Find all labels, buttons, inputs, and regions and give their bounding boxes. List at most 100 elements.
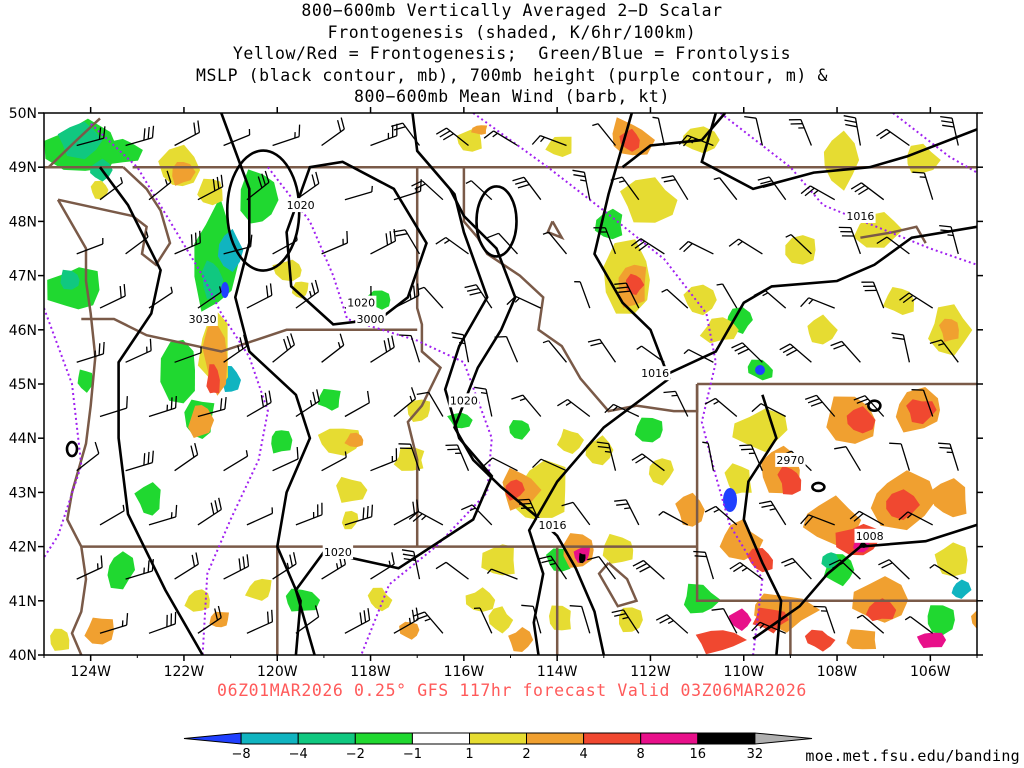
credit-link[interactable]: moe.met.fsu.edu/banding bbox=[805, 747, 1020, 765]
lat-label: 45N bbox=[9, 377, 37, 393]
barb-staff bbox=[76, 452, 100, 472]
barb-flag bbox=[149, 338, 152, 351]
wind-barb bbox=[711, 608, 738, 634]
barb-flag bbox=[737, 240, 743, 246]
barb-flag bbox=[264, 392, 268, 405]
barb-staff bbox=[174, 352, 202, 363]
barb-flag bbox=[359, 612, 363, 625]
wind-barb bbox=[148, 395, 177, 418]
wind-barb bbox=[804, 394, 836, 417]
barb-flag bbox=[758, 500, 772, 505]
height-label: 3030 bbox=[189, 313, 217, 326]
vancouver-island bbox=[47, 117, 101, 169]
barb-flag bbox=[906, 513, 913, 519]
wind-barb bbox=[511, 394, 542, 417]
barb-staff bbox=[760, 403, 786, 418]
barb-staff bbox=[641, 453, 665, 472]
wind-barb bbox=[716, 283, 738, 309]
barb-flag bbox=[691, 138, 697, 144]
shade-cell bbox=[620, 177, 678, 223]
title-line-2: Frontogenesis (shaded, K/6hr/100km) bbox=[327, 22, 697, 42]
wind-barb bbox=[843, 115, 862, 146]
shade-cell bbox=[683, 583, 721, 614]
mslp-small-low-2 bbox=[811, 481, 826, 493]
barb-staff bbox=[246, 401, 272, 418]
map-axes: 50N 49N 48N 47N 46N 45N 44N 43N 42N 41N 40N 124W 122… bbox=[9, 106, 983, 680]
barb-flag bbox=[616, 503, 629, 506]
barb-staff bbox=[76, 137, 104, 147]
wind-barb bbox=[393, 387, 417, 418]
shade-cell bbox=[695, 630, 747, 655]
barb-staff bbox=[688, 240, 714, 255]
barb-flag bbox=[412, 501, 416, 514]
wind-barb bbox=[658, 510, 689, 526]
barb-flag bbox=[346, 230, 349, 244]
mslp-label: 1020 bbox=[450, 394, 478, 407]
mslp-1020-inner bbox=[475, 185, 518, 258]
shade-cell bbox=[508, 627, 534, 652]
title-block: 800−600mb Vertically Averaged 2−D Scalar… bbox=[0, 0, 1024, 108]
barb-flag bbox=[190, 234, 193, 247]
barb-staff bbox=[792, 557, 812, 580]
barb-flag bbox=[854, 184, 866, 193]
barb-flag bbox=[444, 239, 450, 244]
shade-cell bbox=[60, 269, 80, 290]
lon-label: 112W bbox=[630, 664, 671, 680]
barb-staff bbox=[900, 443, 911, 471]
shade-cell bbox=[84, 617, 114, 645]
barb-flag bbox=[309, 290, 312, 298]
barb-flag bbox=[191, 554, 196, 567]
shade-cell bbox=[683, 284, 717, 316]
barb-flag bbox=[652, 116, 659, 119]
barb-flag bbox=[393, 229, 406, 233]
wind-barb bbox=[487, 232, 518, 255]
barb-flag bbox=[387, 337, 392, 350]
barb-flag bbox=[587, 555, 600, 561]
barb-flag bbox=[264, 170, 270, 183]
barb-flag bbox=[388, 560, 392, 567]
shade-cell bbox=[197, 178, 223, 206]
wind-barb bbox=[663, 390, 689, 417]
barb-staff bbox=[515, 295, 542, 309]
barb-staff bbox=[409, 443, 421, 471]
barb-flag bbox=[216, 176, 220, 189]
barb-flag bbox=[733, 564, 744, 573]
wind-barb bbox=[828, 559, 861, 580]
shade-cell bbox=[488, 606, 514, 634]
barb-flag bbox=[939, 446, 952, 449]
barb-staff bbox=[599, 338, 617, 363]
barb-flag bbox=[734, 345, 746, 352]
barb-staff bbox=[295, 514, 323, 526]
barb-flag bbox=[573, 174, 586, 178]
barb-flag bbox=[269, 283, 273, 296]
barb-flag bbox=[597, 445, 610, 449]
barb-staff bbox=[174, 454, 198, 472]
barb-flag bbox=[286, 562, 290, 569]
barb-flag bbox=[292, 552, 297, 565]
wind-barb bbox=[435, 236, 469, 255]
barb-staff bbox=[423, 286, 444, 309]
barb-staff bbox=[907, 511, 934, 526]
mslp-1020-loop bbox=[285, 160, 428, 326]
barb-staff bbox=[922, 389, 934, 417]
lat-label: 44N bbox=[9, 431, 37, 447]
wind-barb bbox=[370, 448, 398, 472]
height-label-bg bbox=[355, 312, 386, 326]
barb-flag bbox=[804, 187, 815, 197]
wind-barb bbox=[408, 511, 444, 526]
barb-staff bbox=[197, 617, 222, 634]
wind-barb bbox=[473, 607, 493, 634]
wind-barb bbox=[223, 554, 250, 580]
barb-flag bbox=[592, 123, 599, 127]
barb-flag bbox=[808, 298, 814, 305]
barb-flag bbox=[385, 233, 389, 246]
wind-barb bbox=[904, 616, 934, 634]
barb-staff bbox=[950, 226, 959, 255]
barb-flag bbox=[667, 620, 674, 624]
barb-flag bbox=[193, 122, 197, 135]
barb-flag bbox=[899, 292, 910, 301]
barb-flag bbox=[391, 335, 395, 348]
barb-flag bbox=[542, 340, 549, 344]
barb-flag bbox=[580, 179, 587, 182]
barb-staff bbox=[597, 123, 617, 146]
